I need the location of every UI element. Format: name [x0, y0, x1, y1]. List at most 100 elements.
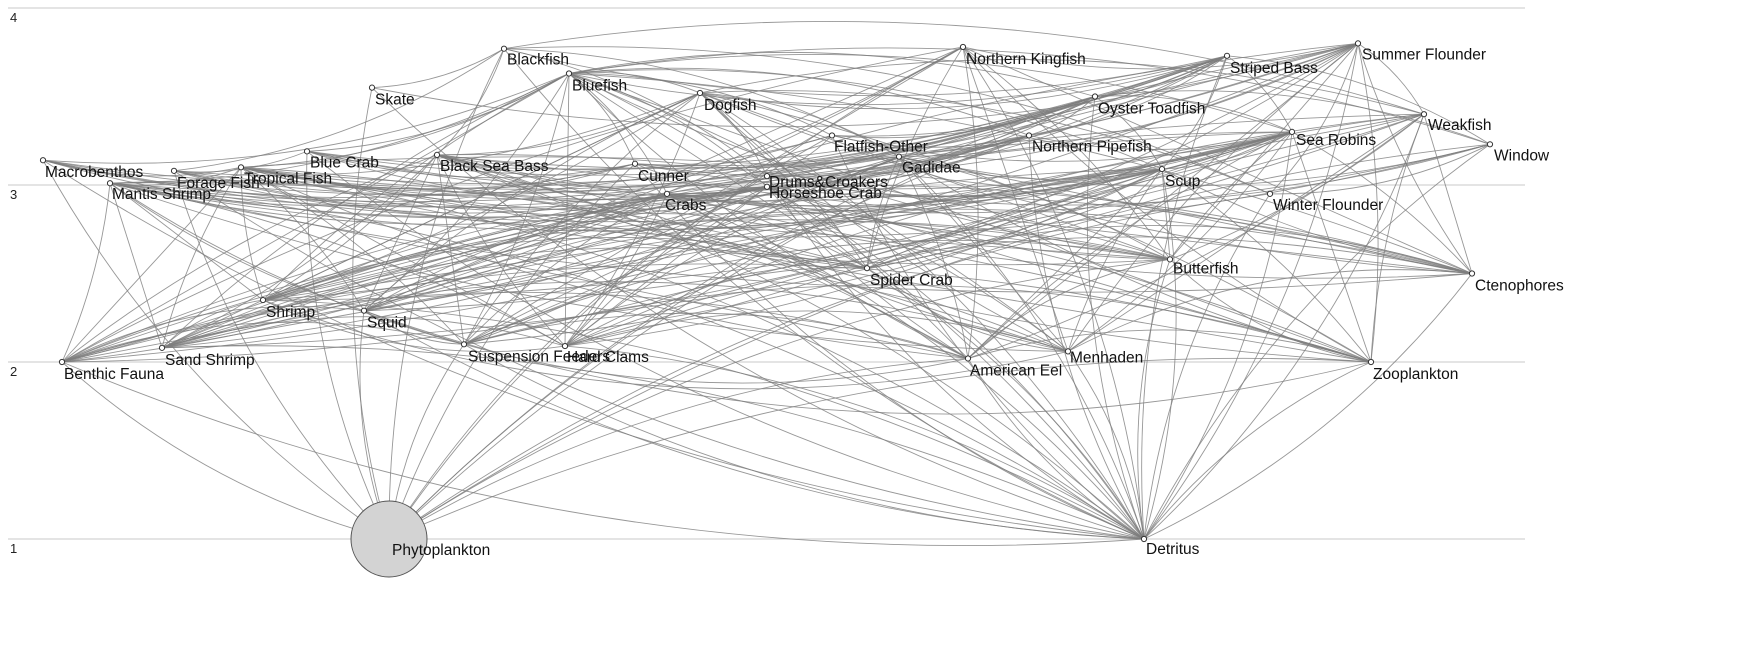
feeding-link [61, 193, 668, 363]
feeding-link [1086, 96, 1145, 540]
label-suspension-feeders: Suspension Feeders [468, 348, 610, 365]
feeding-link [109, 96, 1096, 208]
feeding-link [173, 170, 668, 214]
label-hard-clams: Hard Clams [567, 349, 649, 366]
feeding-link [363, 221, 1171, 312]
feeding-link [898, 43, 1359, 158]
feeding-link [1169, 43, 1359, 260]
feeding-link [363, 168, 1163, 312]
feeding-link [161, 281, 1069, 352]
label-sand-shrimp: Sand Shrimp [165, 352, 255, 369]
feeding-link [699, 92, 1069, 352]
feeding-link [262, 299, 1069, 390]
feeding-link [766, 186, 1171, 260]
label-butterfish: Butterfish [1173, 260, 1238, 277]
feeding-link [436, 143, 1491, 214]
feeding-link [1357, 43, 1473, 274]
node-blackfish [500, 45, 508, 52]
feeding-link [699, 55, 1228, 110]
feeding-link [699, 59, 1425, 115]
node-oyster-toadfish [1091, 93, 1099, 100]
feeding-link [436, 135, 833, 171]
feeding-link [463, 312, 969, 359]
feeding-link [1094, 55, 1228, 97]
feeding-link [1137, 259, 1171, 540]
node-weakfish [1420, 111, 1428, 118]
label-drums-croakers: Drums&Croakers [769, 174, 888, 191]
feeding-link [109, 166, 242, 186]
node-spider-crab [863, 265, 871, 272]
label-sea-robins: Sea Robins [1296, 132, 1376, 149]
feeding-link [363, 92, 701, 312]
feeding-link [61, 42, 1359, 363]
feeding-link [1143, 361, 1372, 540]
feeding-link [1291, 131, 1372, 363]
feeding-link [666, 55, 1228, 195]
tick-label-4: 4 [10, 10, 17, 25]
node-sand-shrimp [158, 344, 166, 351]
feeding-link [1067, 131, 1293, 352]
feeding-link [564, 43, 1359, 347]
feeding-link [503, 48, 768, 177]
node-gadidae [895, 153, 903, 160]
node-flatfish-other [828, 132, 836, 139]
feeding-link [1161, 131, 1293, 170]
feeding-link [61, 305, 365, 363]
feeding-link [699, 92, 969, 359]
node-tropical-fish [237, 164, 245, 171]
node-skate [368, 84, 376, 91]
feeding-link [363, 310, 1372, 415]
feeding-link [898, 156, 1171, 260]
label-squid: Squid [367, 315, 407, 332]
node-american-eel [964, 355, 972, 362]
feeding-link [666, 193, 969, 359]
feeding-link [436, 92, 701, 156]
feeding-link [1357, 43, 1425, 115]
feeding-link [1161, 169, 1171, 260]
feeding-link [1269, 143, 1491, 195]
feeding-link [967, 358, 1145, 540]
label-tropical-fish: Tropical Fish [244, 170, 332, 187]
feeding-link [766, 42, 1359, 177]
feeding-link [42, 160, 390, 540]
feeding-link [306, 151, 1145, 540]
feeding-link [699, 92, 868, 269]
feeding-link [463, 239, 1171, 345]
feeding-link [388, 357, 1372, 540]
feeding-link [831, 55, 1228, 137]
node-mantis-shrimp [106, 180, 114, 187]
feeding-link [463, 113, 1425, 345]
feeding-link [962, 46, 1473, 274]
feeding-link [262, 299, 566, 352]
tick-label-2: 2 [10, 364, 17, 379]
node-northern-kingfish [959, 43, 967, 51]
trophic-level-axis: 1 2 3 4 [10, 10, 17, 556]
label-striped-bass: Striped Bass [1230, 60, 1318, 77]
feeding-link [363, 46, 964, 312]
label-weakfish: Weakfish [1428, 117, 1491, 134]
feeding-link [61, 361, 390, 540]
feeding-link [503, 48, 900, 158]
feeding-link [61, 321, 465, 363]
feeding-link [240, 166, 1171, 266]
feeding-link [42, 135, 1030, 209]
label-skate: Skate [375, 92, 415, 109]
feeding-link [1423, 114, 1473, 274]
feeding-link [962, 46, 1171, 260]
label-bluefish: Bluefish [572, 77, 627, 94]
feeding-link [436, 42, 1359, 169]
feeding-link [306, 73, 570, 152]
feeding-link [967, 329, 1372, 363]
node-window [1486, 141, 1494, 148]
feeding-link [161, 167, 242, 348]
node-striped-bass [1223, 52, 1231, 59]
feeding-link [463, 284, 1372, 363]
feeding-link [262, 154, 438, 301]
feeding-link [766, 55, 1228, 188]
node-blue-crab [303, 148, 311, 155]
feeding-link [568, 69, 1163, 170]
feeding-link [240, 73, 570, 168]
feeding-link [363, 310, 969, 384]
label-mantis-shrimp: Mantis Shrimp [112, 186, 211, 203]
